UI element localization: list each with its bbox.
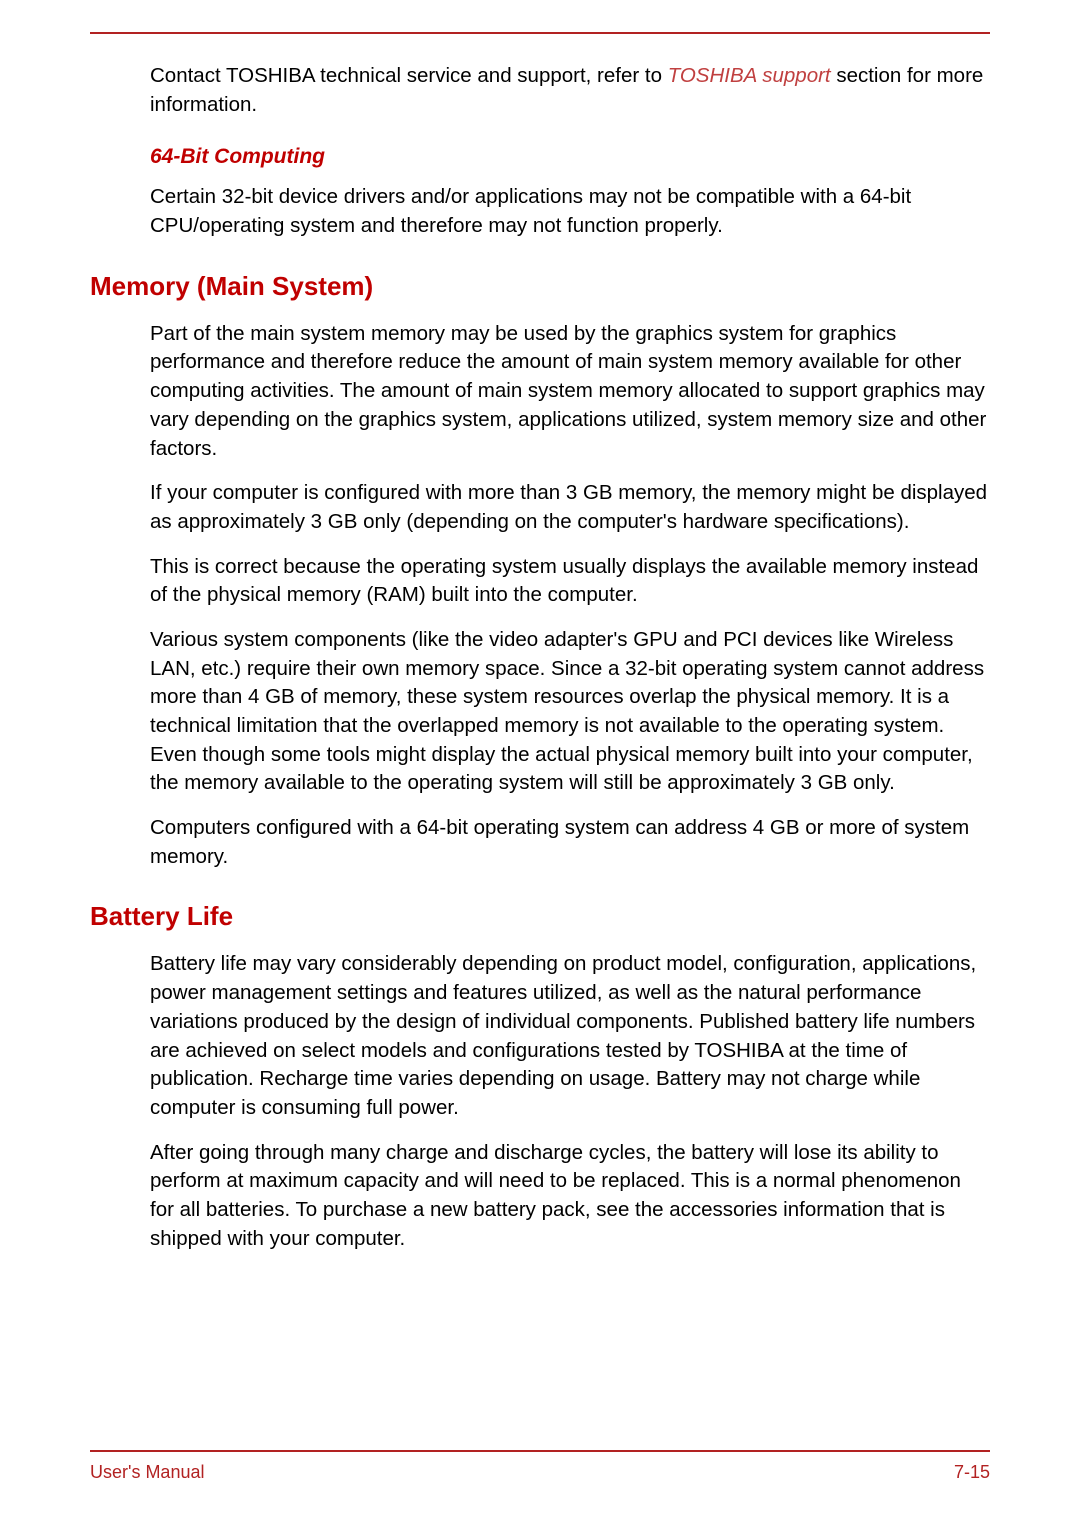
footer-left: User's Manual (90, 1462, 204, 1483)
page-footer: User's Manual 7-15 (90, 1450, 990, 1483)
para-64bit-1: Certain 32-bit device drivers and/or app… (150, 183, 990, 240)
para-memory-3: This is correct because the operating sy… (150, 553, 990, 610)
footer-row: User's Manual 7-15 (90, 1462, 990, 1483)
para-memory-2: If your computer is configured with more… (150, 479, 990, 536)
footer-rule (90, 1450, 990, 1452)
page-container: Contact TOSHIBA technical service and su… (0, 0, 1080, 1253)
heading-64bit: 64-Bit Computing (150, 145, 990, 169)
heading-battery: Battery Life (90, 901, 990, 932)
intro-paragraph: Contact TOSHIBA technical service and su… (150, 62, 990, 119)
toshiba-support-link[interactable]: TOSHIBA support (668, 64, 831, 87)
para-battery-2: After going through many charge and disc… (150, 1139, 990, 1254)
para-memory-5: Computers configured with a 64-bit opera… (150, 814, 990, 871)
heading-memory: Memory (Main System) (90, 271, 990, 302)
footer-right: 7-15 (954, 1462, 990, 1483)
para-memory-4: Various system components (like the vide… (150, 626, 990, 798)
intro-text-before: Contact TOSHIBA technical service and su… (150, 64, 668, 87)
para-memory-1: Part of the main system memory may be us… (150, 320, 990, 463)
top-rule (90, 32, 990, 34)
para-battery-1: Battery life may vary considerably depen… (150, 950, 990, 1122)
